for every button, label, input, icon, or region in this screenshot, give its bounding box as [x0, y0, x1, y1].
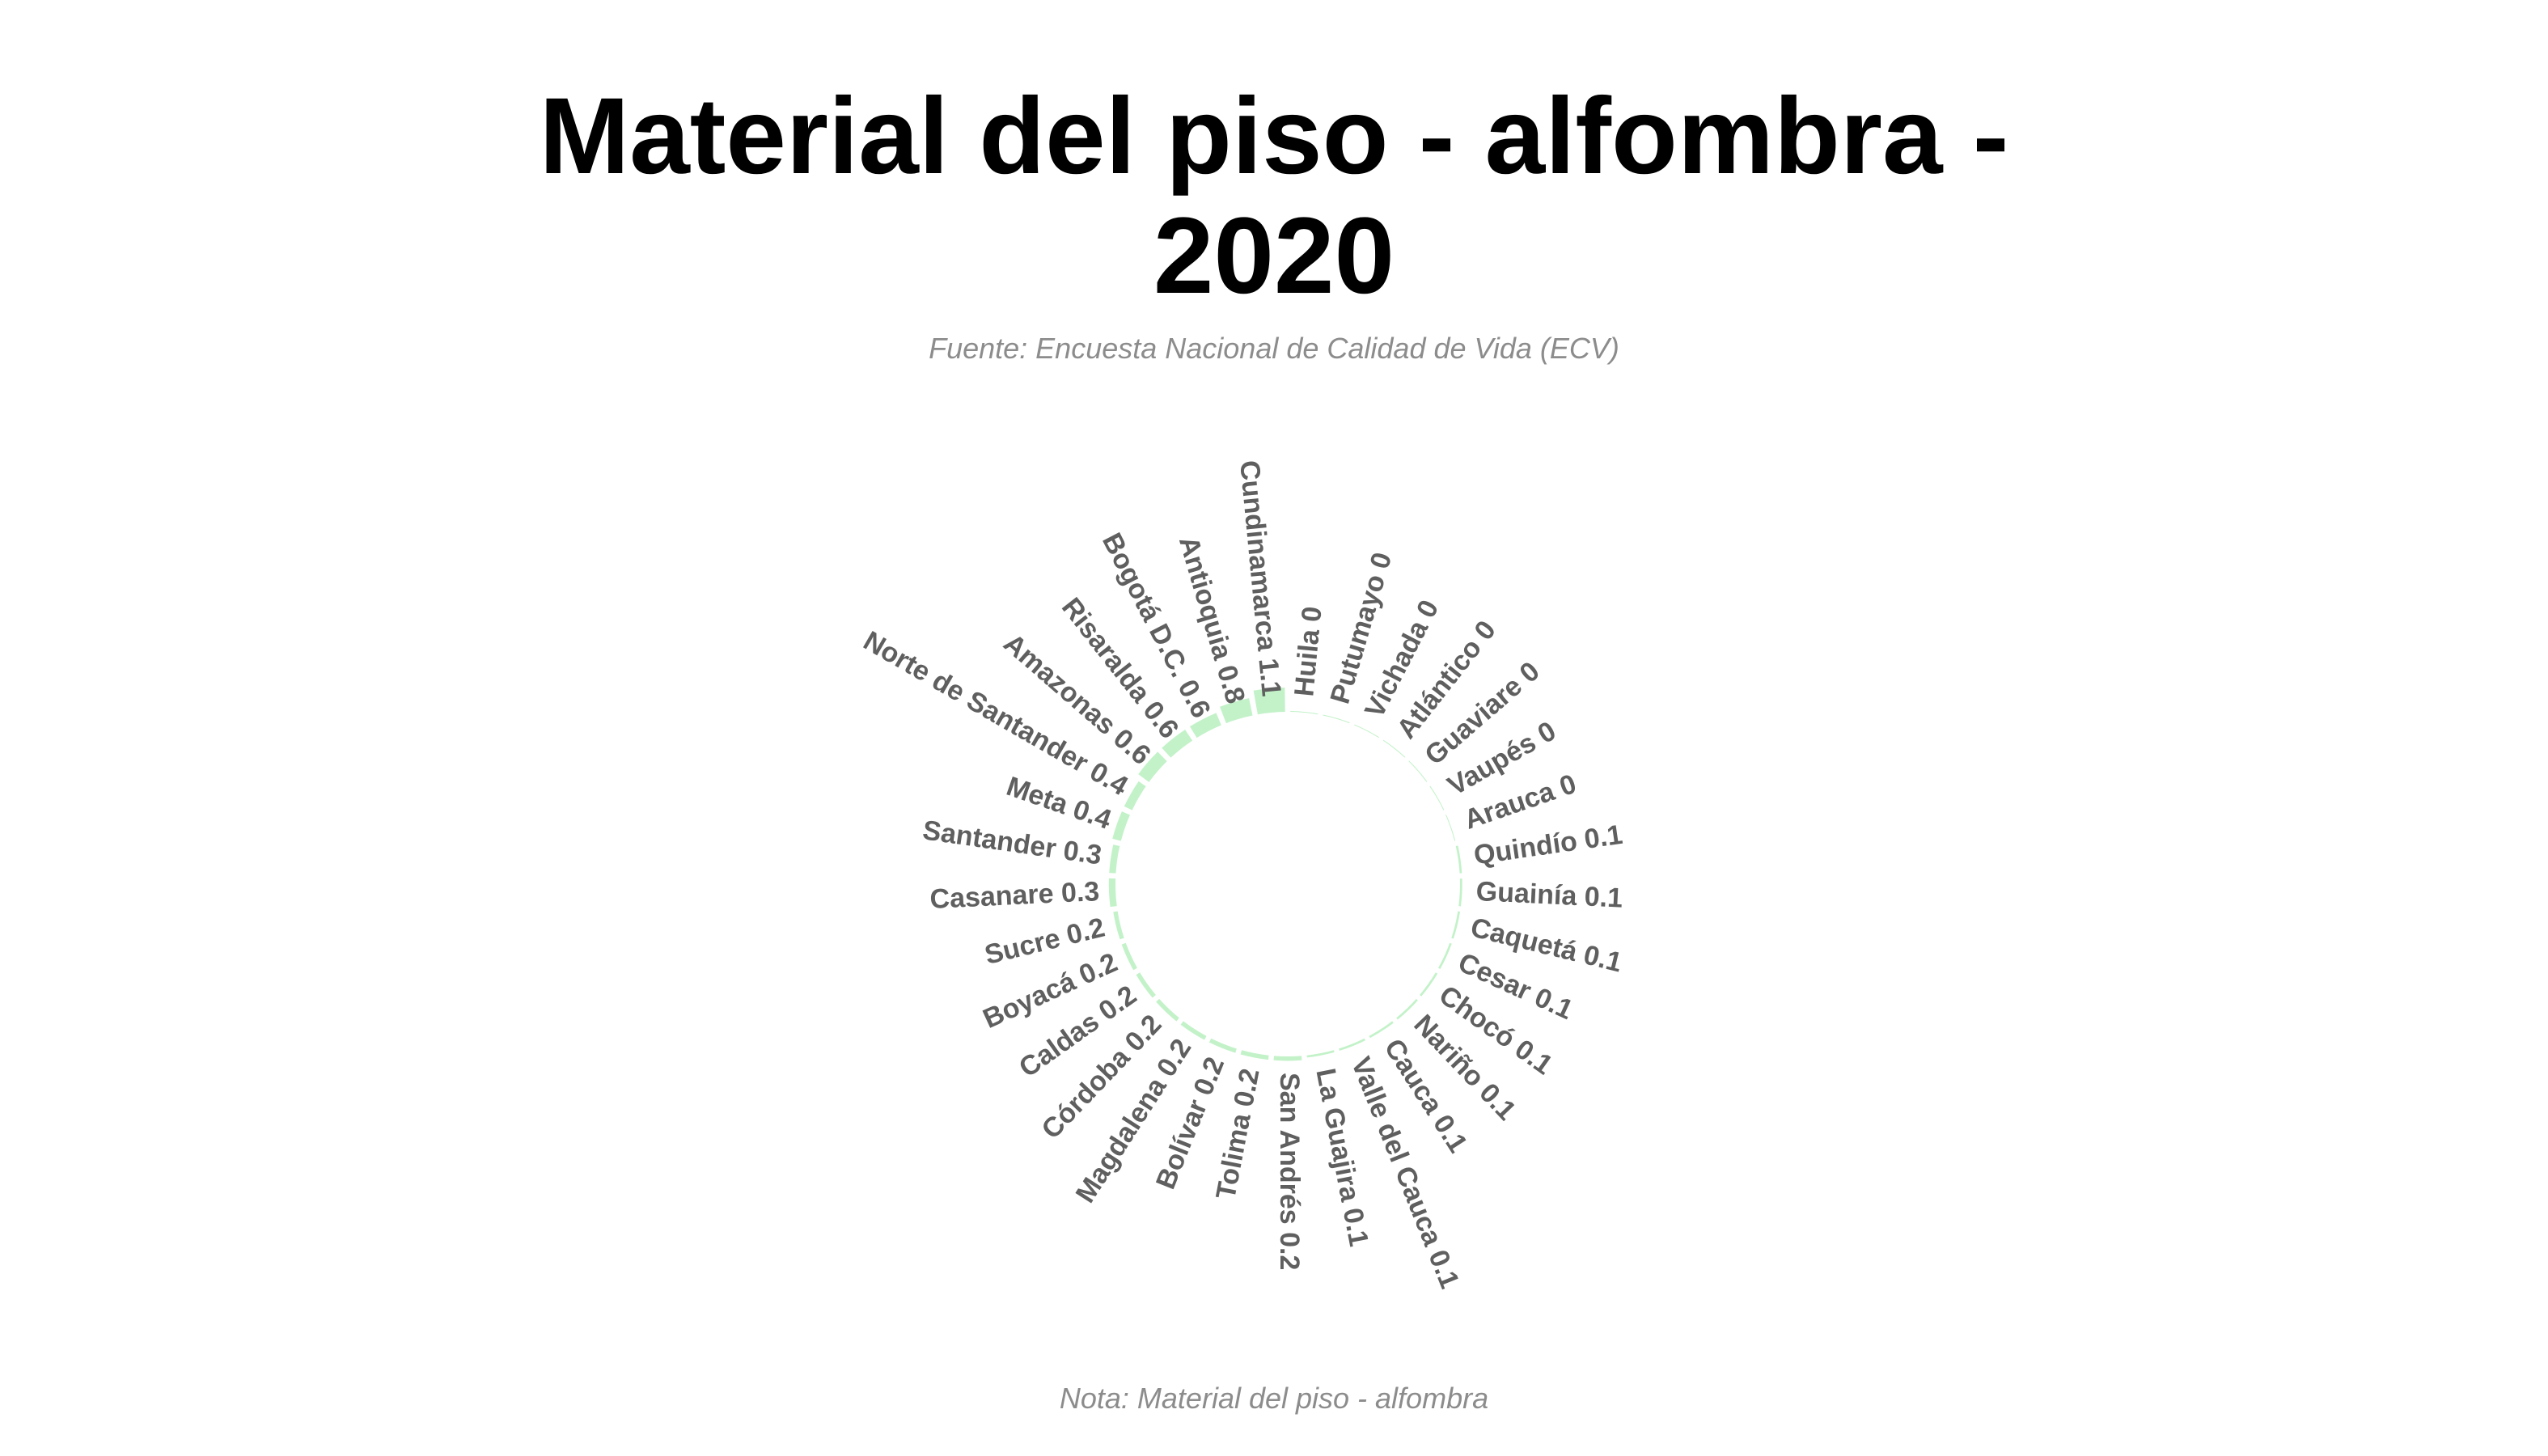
bar-san-andr-s	[1273, 1056, 1302, 1061]
bar-santander	[1109, 844, 1120, 874]
bar-label: Casanare 0.3	[929, 876, 1100, 915]
bar-quind-o	[1455, 845, 1462, 874]
bar-arauca	[1445, 815, 1456, 841]
bar-meta	[1112, 811, 1130, 841]
bar-label: Huila 0	[1289, 605, 1327, 698]
bar-bol-var	[1208, 1038, 1237, 1053]
bar-putumayo	[1323, 714, 1350, 724]
bar-vaup-s	[1429, 785, 1445, 811]
bar-sucre	[1113, 911, 1124, 940]
bar-tolima	[1240, 1050, 1269, 1060]
bar-norte-de-santander	[1124, 781, 1146, 811]
chart-title: Material del piso - alfombra - 2020	[539, 76, 2009, 316]
bar-antioquia	[1220, 698, 1253, 724]
bar-cundinamarca	[1253, 688, 1285, 715]
bar-casanare	[1108, 878, 1117, 908]
bar-caquet-	[1451, 911, 1461, 939]
bar-caldas	[1136, 972, 1156, 998]
bars-layer	[1108, 688, 1462, 1061]
bar-boyac-	[1121, 942, 1137, 971]
bar-risaralda	[1162, 729, 1193, 758]
bar-label: Guainía 0.1	[1475, 876, 1623, 914]
bar-c-rdoba	[1156, 998, 1179, 1022]
bar-guain-a	[1458, 878, 1462, 907]
bar-label: Cundinamarca 1.1	[1234, 459, 1287, 697]
bar-valle-del-cauca	[1339, 1038, 1365, 1052]
bar-cesar	[1438, 942, 1452, 970]
bar-bogot-d-c-	[1189, 713, 1221, 739]
bar-atl-ntico	[1382, 739, 1406, 758]
bar-choc-	[1420, 972, 1438, 997]
bar-huila	[1290, 711, 1318, 715]
bar-amazonas	[1138, 751, 1167, 782]
bar-cauca	[1369, 1021, 1394, 1039]
chart-caption: Nota: Material del piso - alfombra	[1059, 1382, 1489, 1415]
bar-guaviare	[1408, 760, 1428, 782]
bar-la-guajira	[1306, 1050, 1335, 1058]
bar-vichada	[1354, 724, 1379, 739]
chart-subtitle: Fuente: Encuesta Nacional de Calidad de …	[929, 332, 1619, 365]
bar-magdalena	[1180, 1021, 1207, 1040]
bar-nari-o	[1396, 998, 1418, 1020]
bar-label: San Andrés 0.2	[1274, 1073, 1305, 1270]
